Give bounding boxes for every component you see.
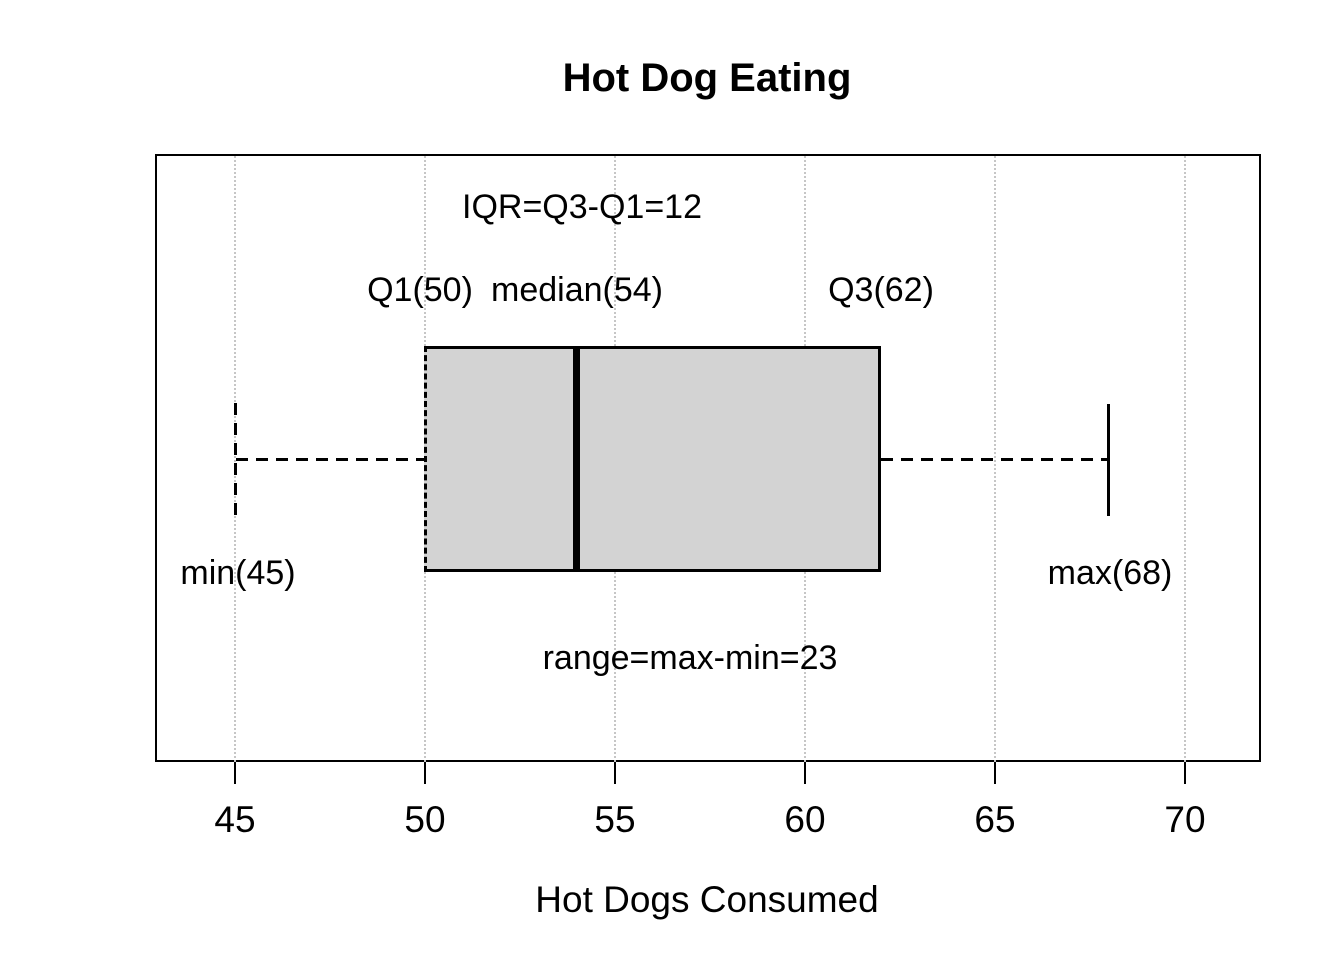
iqr-box (424, 346, 881, 572)
gridline-70 (1184, 156, 1186, 762)
x-tick-label-55: 55 (594, 799, 636, 840)
x-tick-label-65: 65 (974, 799, 1016, 840)
x-tick-label-45: 45 (214, 799, 256, 840)
whisker-cap-min (234, 403, 237, 515)
x-axis-title: Hot Dogs Consumed (535, 879, 879, 920)
x-tick-60 (804, 762, 806, 784)
x-tick-55 (614, 762, 616, 784)
x-tick-45 (234, 762, 236, 784)
whisker-cap-max (1107, 404, 1110, 516)
annotation-range: range=max-min=23 (542, 639, 838, 677)
annotation-max: max(68) (1047, 554, 1173, 592)
annotation-median: median(54) (491, 271, 663, 309)
x-tick-50 (424, 762, 426, 784)
annotation-q1: Q1(50) (367, 271, 473, 309)
whisker-right (881, 458, 1108, 461)
x-tick-label-70: 70 (1164, 799, 1206, 840)
x-tick-label-60: 60 (784, 799, 826, 840)
annotation-iqr: IQR=Q3-Q1=12 (461, 188, 703, 226)
plot-area-border (155, 154, 1261, 762)
x-tick-70 (1184, 762, 1186, 784)
x-tick-65 (994, 762, 996, 784)
annotation-min: min(45) (180, 554, 296, 592)
median-line (573, 346, 580, 572)
annotation-q3: Q3(62) (828, 271, 934, 309)
whisker-left (236, 458, 424, 461)
chart-title: Hot Dog Eating (562, 56, 852, 100)
x-tick-label-50: 50 (404, 799, 446, 840)
